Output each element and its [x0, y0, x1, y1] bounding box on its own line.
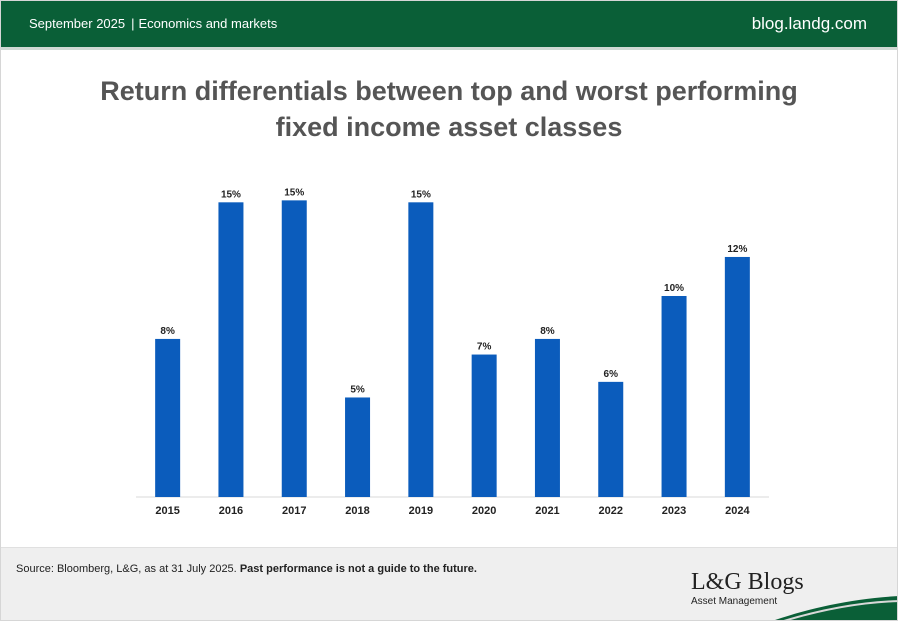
- chart-title: Return differentials between top and wor…: [1, 73, 897, 145]
- data-label-2022: 6%: [604, 369, 619, 380]
- data-label-2015: 8%: [160, 326, 175, 337]
- bar-2023: [661, 295, 687, 497]
- data-label-2024: 12%: [727, 244, 747, 255]
- logo-wordmark: L&G Blogs: [691, 569, 804, 595]
- x-tick-label-2019: 2019: [409, 505, 433, 517]
- bar-2020: [471, 354, 497, 497]
- data-label-2019: 15%: [411, 189, 431, 200]
- bar-2024: [724, 256, 750, 497]
- header-meta: September 2025 | Economics and markets: [29, 16, 278, 31]
- x-tick-label-2017: 2017: [282, 505, 306, 517]
- x-tick-label-2023: 2023: [662, 505, 686, 517]
- x-tick-label-2015: 2015: [155, 505, 179, 517]
- header-date: September 2025: [29, 16, 126, 31]
- header-category: Economics and markets: [138, 16, 278, 31]
- disclaimer-text: Past performance is not a guide to the f…: [239, 563, 477, 575]
- x-tick-label-2018: 2018: [345, 505, 369, 517]
- data-label-2021: 8%: [540, 326, 555, 337]
- data-label-2020: 7%: [477, 342, 492, 353]
- footer: Source: Bloomberg, L&G, as at 31 July 20…: [1, 547, 897, 620]
- logo-subtitle: Asset Management: [691, 596, 778, 607]
- bar-2017: [281, 200, 307, 497]
- chart-title-line-1: Return differentials between top and wor…: [100, 76, 798, 106]
- header-bar: September 2025 | Economics and markets blo…: [1, 1, 897, 47]
- site-link[interactable]: blog.landg.com: [751, 14, 867, 33]
- source-text: Source: Bloomberg, L&G, as at 31 July 20…: [16, 563, 237, 575]
- chart-title-line-2: fixed income asset classes: [275, 112, 623, 142]
- bar-2015: [155, 338, 181, 497]
- x-tick-label-2020: 2020: [472, 505, 496, 517]
- x-tick-label-2024: 2024: [725, 505, 750, 517]
- bar-2018: [345, 397, 371, 497]
- header-divider: [1, 47, 897, 50]
- bar-2022: [598, 381, 624, 497]
- data-label-2017: 15%: [284, 187, 304, 198]
- x-tick-label-2016: 2016: [219, 505, 243, 517]
- data-label-2023: 10%: [664, 283, 684, 294]
- bar-chart: 8% 2015 15% 2016 15% 2017 5% 2018 15% 2019 7% 2020 8…: [136, 187, 769, 517]
- bar-2019: [408, 202, 434, 497]
- data-label-2018: 5%: [350, 384, 365, 395]
- logo-swoosh-graphic: [775, 596, 897, 620]
- x-tick-label-2021: 2021: [535, 505, 559, 517]
- source-note: Source: Bloomberg, L&G, as at 31 July 20…: [16, 563, 477, 575]
- bar-2021: [534, 338, 560, 497]
- data-label-2016: 15%: [221, 189, 241, 200]
- x-tick-label-2022: 2022: [599, 505, 623, 517]
- bar-2016: [218, 202, 244, 497]
- lg-blogs-logo: L&G Blogs Asset Management: [691, 570, 804, 607]
